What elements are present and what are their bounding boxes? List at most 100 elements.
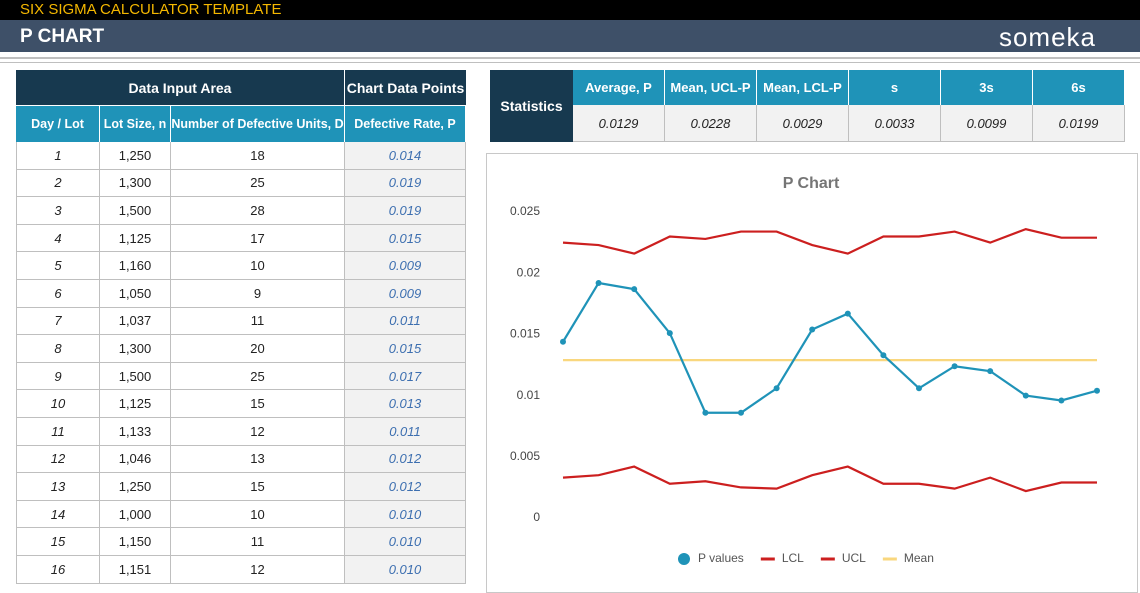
table-cell: 25: [171, 362, 345, 391]
table-cell: 1,300: [100, 335, 171, 363]
page-title: P CHART: [20, 26, 105, 47]
table-cell: 1,133: [100, 418, 171, 446]
table-cell: 18: [171, 142, 345, 170]
table-cell: 12: [171, 556, 345, 584]
data-point: [1022, 392, 1029, 399]
stats-header: 3s: [941, 70, 1033, 105]
data-point: [916, 385, 922, 392]
data-point: [880, 352, 887, 359]
table-cell: 0.009: [345, 252, 466, 280]
group-header: Data Input Area: [16, 70, 345, 105]
legend-label: UCL: [842, 551, 866, 565]
table-cell: 3: [16, 197, 100, 225]
table-cell: 0.015: [345, 335, 466, 363]
table-cell: 5: [16, 252, 100, 280]
table-cell: 1,050: [100, 280, 171, 308]
table-cell: 0.012: [345, 473, 466, 501]
table-cell: 6: [16, 280, 100, 308]
data-point: [702, 409, 709, 416]
table-cell: 15: [16, 528, 100, 556]
table-cell: 14: [16, 500, 100, 529]
stats-value: 0.0099: [941, 105, 1033, 142]
table-cell: 0.011: [345, 307, 466, 336]
table-cell: 4: [16, 224, 100, 253]
series-line: [562, 465, 1097, 493]
y-tick-label: 0.01: [517, 388, 541, 402]
data-point: [666, 330, 673, 337]
y-tick-label: 0.005: [510, 449, 540, 463]
stats-value: 0.0029: [757, 105, 849, 142]
stats-header: Average, P: [573, 70, 665, 105]
table-cell: 11: [171, 528, 345, 556]
table-cell: 11: [16, 418, 100, 446]
table-cell: 0.011: [345, 418, 466, 446]
y-tick-label: 0: [533, 510, 540, 524]
table-cell: 1,125: [100, 390, 171, 418]
column-header: Day / Lot: [16, 105, 100, 142]
top-bar: [0, 0, 1140, 20]
table-cell: 0.013: [345, 390, 466, 418]
table-cell: 13: [16, 473, 100, 501]
data-point: [987, 368, 994, 375]
table-cell: 0.010: [345, 500, 466, 529]
table-cell: 12: [171, 418, 345, 446]
table-cell: 17: [171, 224, 345, 253]
table-cell: 0.014: [345, 142, 466, 170]
table-cell: 0.017: [345, 362, 466, 391]
table-cell: 1,160: [100, 252, 171, 280]
table-cell: 10: [171, 252, 345, 280]
table-cell: 10: [16, 390, 100, 418]
table-cell: 1,125: [100, 224, 171, 253]
table-cell: 0.009: [345, 280, 466, 308]
table-cell: 15: [171, 473, 345, 501]
chart-title: P Chart: [783, 175, 840, 192]
table-cell: 7: [16, 307, 100, 336]
table-cell: 0.012: [345, 445, 466, 474]
data-point: [1094, 387, 1100, 394]
divider: [0, 62, 1140, 63]
stats-header: Mean, LCL-P: [757, 70, 849, 105]
stats-header: s: [849, 70, 941, 105]
table-cell: 13: [171, 445, 345, 474]
table-cell: 1: [16, 142, 100, 170]
y-tick-label: 0.02: [517, 265, 541, 279]
column-header: Lot Size, n: [100, 105, 171, 142]
table-cell: 1,250: [100, 142, 171, 170]
stats-value: 0.0228: [665, 105, 757, 142]
data-point: [773, 385, 780, 392]
table-cell: 0.015: [345, 224, 466, 253]
stats-header: Mean, UCL-P: [665, 70, 757, 105]
table-cell: 11: [171, 307, 345, 336]
stats-value: 0.0199: [1033, 105, 1125, 142]
data-point: [560, 338, 566, 345]
table-cell: 20: [171, 335, 345, 363]
stats-value: 0.0033: [849, 105, 941, 142]
table-cell: 1,500: [100, 362, 171, 391]
data-point: [595, 279, 602, 286]
table-cell: 0.010: [345, 528, 466, 556]
table-cell: 16: [16, 556, 100, 584]
column-header: Number of Defective Units, D: [171, 105, 345, 142]
table-cell: 15: [171, 390, 345, 418]
table-cell: 8: [16, 335, 100, 363]
table-cell: 1,151: [100, 556, 171, 584]
table-cell: 9: [171, 280, 345, 308]
table-cell: 2: [16, 169, 100, 198]
table-cell: 0.010: [345, 556, 466, 584]
data-point: [1058, 397, 1065, 404]
table-cell: 9: [16, 362, 100, 391]
data-point: [844, 310, 851, 317]
column-header: Defective Rate, P: [345, 105, 466, 142]
y-tick-label: 0.025: [510, 204, 540, 218]
app-title: SIX SIGMA CALCULATOR TEMPLATE: [20, 1, 282, 18]
table-cell: 1,500: [100, 197, 171, 225]
table-cell: 1,300: [100, 169, 171, 198]
data-point: [951, 363, 958, 370]
table-cell: 1,000: [100, 500, 171, 529]
divider: [0, 57, 1140, 59]
stats-value: 0.0129: [573, 105, 665, 142]
table-cell: 12: [16, 445, 100, 474]
legend-label: P values: [698, 551, 744, 565]
